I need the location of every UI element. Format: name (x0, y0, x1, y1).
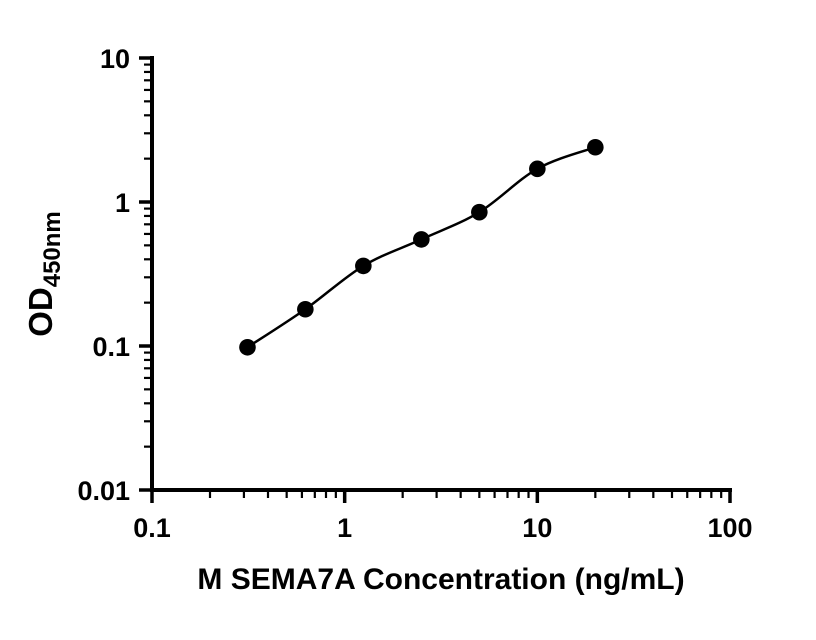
data-point (529, 160, 546, 178)
data-point (587, 138, 604, 156)
y-axis-title: OD450nm (22, 211, 66, 337)
y-tick-label: 10 (100, 44, 130, 74)
x-tick-label: 10 (522, 513, 552, 543)
x-axis-title: M SEMA7A Concentration (ng/mL) (197, 563, 684, 596)
data-point (413, 231, 430, 248)
x-tick-label: 0.1 (133, 513, 171, 543)
y-tick-label: 0.01 (77, 476, 130, 506)
axes (150, 56, 732, 492)
x-tick-label: 100 (707, 513, 752, 543)
y-tick-label: 1 (115, 188, 130, 218)
data-point (471, 203, 488, 221)
data-point (355, 257, 372, 275)
data-point (297, 300, 314, 318)
y-tick-label: 0.1 (92, 332, 130, 362)
data-point (239, 338, 256, 356)
x-tick-label: 1 (337, 513, 352, 543)
